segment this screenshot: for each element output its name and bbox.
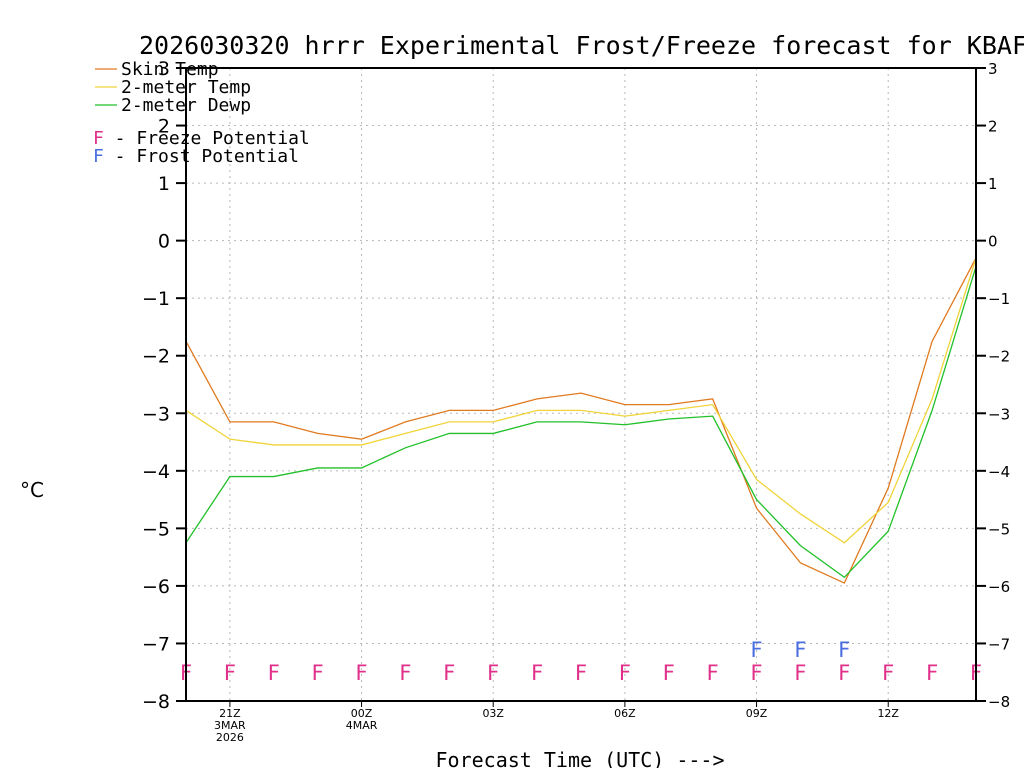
data-series bbox=[185, 257, 977, 584]
legend-potential-symbol: F bbox=[93, 128, 104, 149]
x-tick-label: 00Z bbox=[351, 707, 373, 720]
freeze-flag: F bbox=[312, 661, 324, 685]
y-tick-label-right: −6 bbox=[988, 578, 1010, 596]
y-tick-label: −1 bbox=[142, 288, 170, 310]
legend-entry: 2-meter Temp bbox=[121, 77, 251, 98]
legend-potential-entry: F - Freeze Potential bbox=[93, 128, 310, 149]
frost-flag: F bbox=[838, 638, 850, 662]
freeze-flag: F bbox=[619, 661, 631, 685]
freeze-flag: F bbox=[487, 661, 499, 685]
freeze-flag: F bbox=[838, 661, 850, 685]
grid-lines bbox=[186, 68, 976, 701]
x-tick-label: 3MAR bbox=[214, 719, 246, 732]
y-tick-label-right: −2 bbox=[988, 348, 1010, 366]
freeze-flag: F bbox=[794, 661, 806, 685]
legend-potential-symbol: F bbox=[93, 146, 104, 167]
y-tick-label: −6 bbox=[142, 576, 170, 598]
y-tick-label: 0 bbox=[158, 231, 170, 253]
freeze-flag: F bbox=[882, 661, 894, 685]
y-tick-label-right: 2 bbox=[988, 118, 998, 136]
y-tick-label-right: 0 bbox=[988, 233, 998, 251]
legend-potential-entry: F - Frost Potential bbox=[93, 146, 299, 167]
series-line-2-meter-dewp bbox=[185, 266, 977, 579]
x-tick-label: 09Z bbox=[746, 707, 768, 720]
y-tick-label: −4 bbox=[142, 461, 170, 483]
series-line-skin-temp bbox=[185, 257, 977, 584]
freeze-flag: F bbox=[751, 661, 763, 685]
freeze-flag: F bbox=[531, 661, 543, 685]
y-tick-label: −3 bbox=[142, 403, 170, 425]
y-tick-label: 3 bbox=[158, 58, 170, 80]
freeze-flag: F bbox=[926, 661, 938, 685]
y-tick-label: −2 bbox=[142, 346, 170, 368]
plot-frame bbox=[185, 67, 977, 702]
series-line-2-meter-temp bbox=[185, 257, 977, 544]
y-axis-label: °C bbox=[20, 478, 44, 502]
y-tick-label-right: −1 bbox=[988, 290, 1010, 308]
y-tick-label: −5 bbox=[142, 518, 170, 540]
freeze-flag: F bbox=[224, 661, 236, 685]
frost-flag: F bbox=[751, 638, 763, 662]
y-tick-label-right: −7 bbox=[988, 635, 1010, 653]
potential-flags: F F F F F F F F F F F F F F F F F F FF F F bbox=[180, 638, 982, 685]
freeze-flag: F bbox=[443, 661, 455, 685]
legend-potential-text: - Frost Potential bbox=[104, 146, 299, 167]
frost-flag: F bbox=[794, 638, 806, 662]
freeze-flag: F bbox=[663, 661, 675, 685]
y-tick-label-right: −5 bbox=[988, 520, 1010, 538]
x-tick-label: 21Z bbox=[219, 707, 241, 720]
x-tick-label: 4MAR bbox=[346, 719, 378, 732]
x-tick-label: 12Z bbox=[877, 707, 899, 720]
chart-title: 2026030320 hrrr Experimental Frost/Freez… bbox=[139, 31, 1024, 60]
freeze-flag: F bbox=[707, 661, 719, 685]
y-tick-label-right: −8 bbox=[988, 693, 1010, 711]
x-tick-label: 06Z bbox=[614, 707, 636, 720]
y-axis-left: 3 2 1 0 −1 −2 −3 −4 −5 −6 −7 −8 bbox=[142, 58, 186, 713]
freeze-flag: F bbox=[399, 661, 411, 685]
y-tick-label-right: 3 bbox=[988, 60, 998, 78]
y-tick-label-right: 1 bbox=[988, 175, 998, 193]
y-tick-label-right: −4 bbox=[988, 463, 1010, 481]
y-tick-label: −7 bbox=[142, 633, 170, 655]
y-axis-right: 3 2 1 0 −1 −2 −3 −4 −5 −6 −7 −8 bbox=[976, 60, 1010, 711]
freeze-flag: F bbox=[356, 661, 368, 685]
freeze-flag: F bbox=[268, 661, 280, 685]
x-axis-label: Forecast Time (UTC) ---> bbox=[436, 748, 725, 768]
y-tick-label: 2 bbox=[158, 116, 170, 138]
legend-potential-text: - Freeze Potential bbox=[104, 128, 310, 149]
y-tick-label: −8 bbox=[142, 691, 170, 713]
legend-entry: Skin Temp bbox=[121, 59, 219, 80]
x-tick-label: 2026 bbox=[216, 731, 244, 744]
x-tick-label: 03Z bbox=[482, 707, 504, 720]
legend-entry: 2-meter Dewp bbox=[121, 95, 251, 116]
y-tick-label: 1 bbox=[158, 173, 170, 195]
y-tick-label-right: −3 bbox=[988, 405, 1010, 423]
freeze-flag: F bbox=[575, 661, 587, 685]
